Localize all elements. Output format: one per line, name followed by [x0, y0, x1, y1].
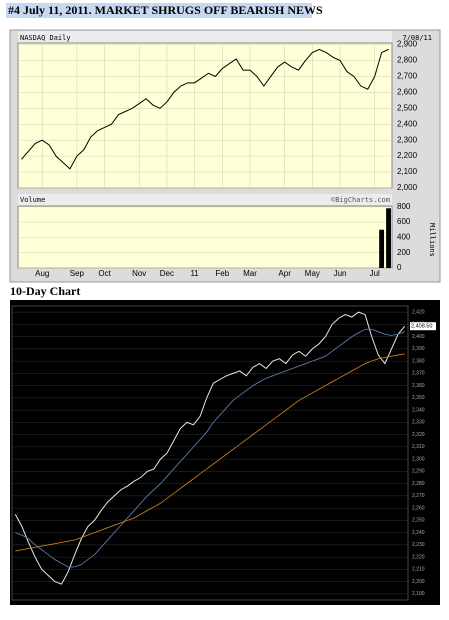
y-tick-label: 2,340 [412, 407, 425, 413]
price-header [18, 31, 392, 43]
y-tick-label: 2,320 [412, 432, 425, 438]
y-tick-label: 800 [397, 202, 411, 211]
y-tick-label: 2,100 [397, 167, 418, 176]
price-line [14, 311, 406, 585]
y-tick-label: 2,600 [397, 88, 418, 97]
y-tick-label: 2,290 [412, 469, 425, 475]
y-tick-label: 2,330 [412, 420, 425, 426]
page-title: #4 July 11, 2011. MARKET SHRUGS OFF BEAR… [8, 3, 323, 17]
y-tick-label: 2,270 [412, 493, 425, 499]
y-tick-label: 2,400 [412, 334, 425, 340]
last-price-box [410, 322, 436, 331]
volume-bar [386, 208, 391, 268]
title-highlight [6, 3, 312, 18]
y-tick-label: 2,350 [412, 395, 425, 401]
chart-date: 7/08/11 [402, 34, 432, 42]
y-tick-label: 2,900 [397, 40, 418, 49]
y-tick-label: 2,500 [397, 103, 418, 112]
y-tick-label: 2,190 [412, 591, 425, 597]
x-tick-label: Jul [370, 269, 380, 278]
y-tick-label: 0 [397, 263, 402, 272]
plot-area [11, 305, 409, 601]
volume-title: Volume [20, 196, 45, 204]
x-tick-label: Mar [243, 269, 257, 278]
x-tick-label: Aug [35, 269, 49, 278]
y-tick-label: 2,250 [412, 518, 425, 524]
y-tick-label: 2,210 [412, 567, 425, 573]
x-tick-label: May [305, 269, 320, 278]
last-price-label: 2,408.50 [411, 324, 432, 330]
subtitle: 10-Day Chart [10, 284, 80, 298]
chart-title: NASDAQ Daily [20, 34, 71, 42]
volume-header [18, 194, 392, 206]
y-tick-label: 2,220 [412, 554, 425, 560]
y-tick-label: 200 [397, 248, 411, 257]
x-tick-label: Jun [334, 269, 347, 278]
x-tick-label: Oct [98, 269, 111, 278]
x-tick-label: Feb [215, 269, 229, 278]
y-tick-label: 2,380 [412, 358, 425, 364]
source: ©BigCharts.com [331, 196, 390, 204]
x-tick-label: Apr [278, 269, 291, 278]
x-tick-label: Sep [70, 269, 85, 278]
y-tick-label: 2,200 [397, 151, 418, 160]
y-tick-label: 2,300 [397, 135, 418, 144]
y-tick-label: 2,200 [412, 579, 425, 585]
y-tick-label: 2,360 [412, 383, 425, 389]
plot-area [17, 205, 393, 269]
y-tick-label: 2,390 [412, 346, 425, 352]
y-tick-label: 2,370 [412, 371, 425, 377]
y-tick-label: 2,800 [397, 56, 418, 65]
x-tick-label: Dec [160, 269, 174, 278]
y-tick-label: 2,000 [397, 183, 418, 192]
price-line [15, 328, 405, 568]
y-tick-label: 400 [397, 232, 411, 241]
x-tick-label: 11 [190, 269, 199, 278]
y-tick-label: 2,700 [397, 72, 418, 81]
y-tick-label: 2,400 [397, 119, 418, 128]
plot-area [17, 42, 393, 189]
y-tick-label: 2,300 [412, 456, 425, 462]
volume-bar [379, 229, 385, 268]
price-line [15, 353, 405, 552]
y-axis-label: Millions [428, 223, 436, 257]
price-line [21, 48, 389, 170]
y-tick-label: 2,310 [412, 444, 425, 450]
y-tick-label: 2,420 [412, 309, 425, 315]
x-tick-label: Nov [132, 269, 146, 278]
y-tick-label: 2,260 [412, 505, 425, 511]
y-tick-label: 2,230 [412, 542, 425, 548]
y-tick-label: 600 [397, 217, 411, 226]
y-tick-label: 2,240 [412, 530, 425, 536]
y-tick-label: 2,280 [412, 481, 425, 487]
